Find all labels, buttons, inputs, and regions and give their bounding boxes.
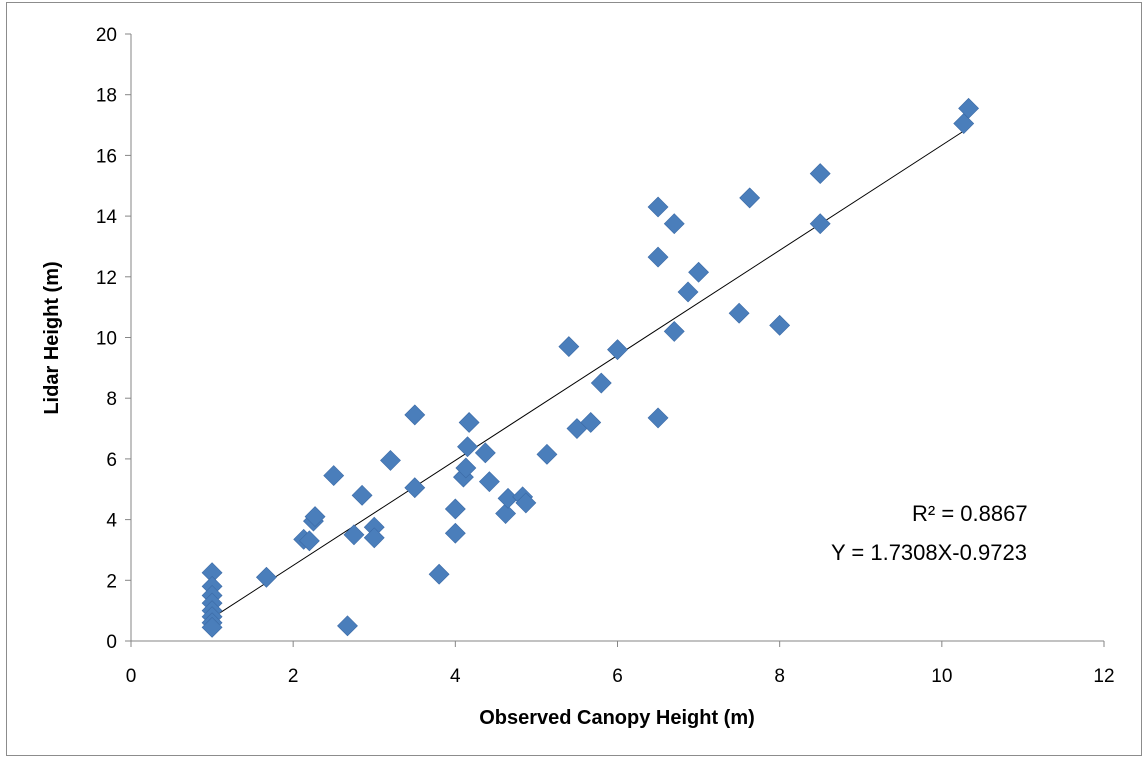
equation-annotation: Y = 1.7308X-0.9723 [831,540,1027,565]
data-point [677,281,699,303]
data-point [663,321,685,342]
data-point [739,187,761,209]
data-point [647,196,669,218]
x-tick-label: 2 [288,666,299,687]
data-point [428,563,450,585]
data-point [536,443,558,465]
data-point [363,527,385,549]
data-point [663,213,685,235]
data-point [769,314,791,336]
data-point [809,163,831,185]
data-point [304,506,326,527]
x-axis-title: Observed Canopy Height (m) [479,707,755,729]
y-axis-title: Lidar Height (m) [41,261,63,414]
data-point [404,477,426,499]
x-tick-label: 4 [450,666,461,687]
x-tick-label: 6 [612,666,623,687]
axes [125,33,1105,647]
x-tick-label: 12 [1093,666,1114,687]
y-tick-label: 6 [106,450,117,471]
y-tick-label: 16 [96,146,117,167]
y-tick-label: 2 [106,571,117,592]
data-point [337,615,358,637]
data-point [647,407,669,429]
tick-labels: 0 2 4 6 8 10 12 14 16 18 20 0 2 4 6 8 10 12 [96,25,1115,687]
data-point [958,97,980,119]
data-point [580,412,602,433]
data-point [607,339,628,361]
data-point [515,492,537,514]
y-tick-label: 14 [96,207,118,228]
data-point [343,524,365,546]
data-point [728,302,750,324]
data-point [404,404,426,426]
data-point [455,457,477,479]
y-tick-label: 10 [96,329,117,350]
data-point [558,336,580,358]
x-tick-label: 0 [126,666,137,687]
y-tick-label: 20 [96,25,117,46]
data-point [298,530,320,552]
data-point [323,465,345,487]
y-tick-label: 4 [106,511,117,532]
y-tick-label: 0 [106,632,117,653]
data-point [809,213,831,235]
data-point [474,442,496,464]
data-point [495,503,517,524]
x-tick-label: 8 [774,666,785,687]
chart-frame [6,2,1142,756]
data-point [351,484,373,506]
r-squared-annotation: R² = 0.8867 [912,501,1028,526]
x-tick-label: 10 [931,666,952,687]
y-tick-label: 18 [96,86,117,107]
data-point [478,471,500,493]
data-point [380,449,401,471]
data-point [201,616,223,638]
data-point [444,498,466,520]
data-point [647,246,669,268]
y-tick-label: 12 [96,268,117,289]
data-point [457,436,478,458]
data-points [201,97,980,638]
data-point [688,261,710,283]
data-point [458,412,480,433]
data-point [590,372,612,394]
trendline [211,127,969,619]
data-point [444,522,466,544]
data-point [255,566,277,588]
y-tick-label: 8 [106,389,117,410]
